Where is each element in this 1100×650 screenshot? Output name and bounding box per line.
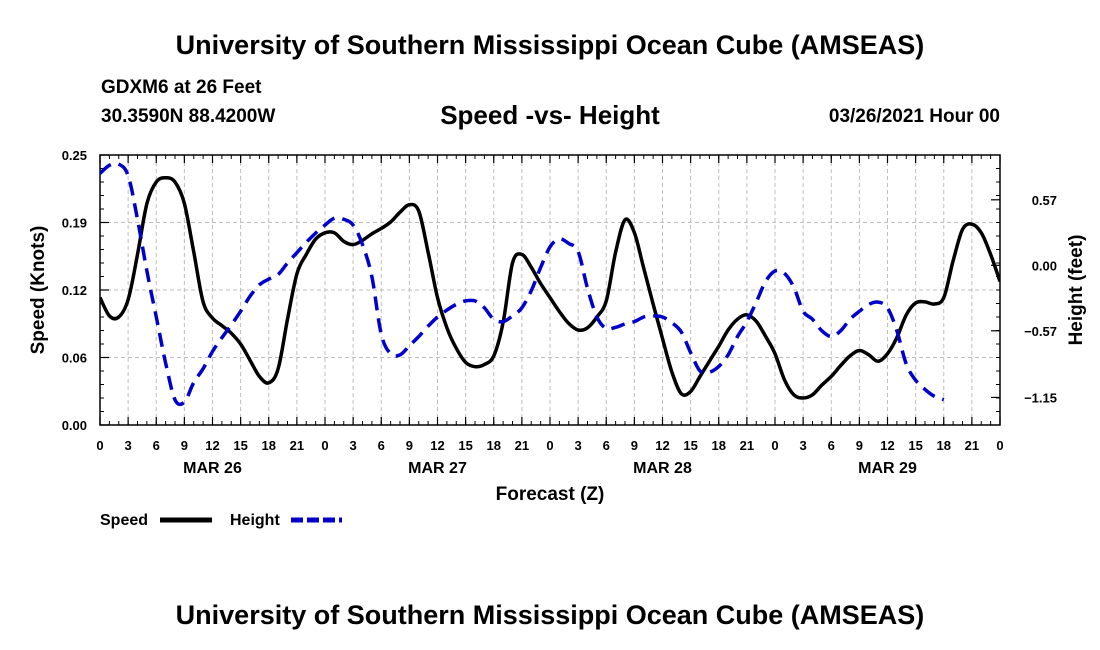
x-tick-label: 0 (96, 438, 103, 453)
x-tick-label: 18 (262, 438, 276, 453)
x-day-label: MAR 27 (408, 460, 467, 477)
x-axis-title: Forecast (Z) (496, 484, 605, 505)
x-tick-label: 12 (430, 438, 444, 453)
x-tick-label: 15 (683, 438, 697, 453)
x-tick-label: 3 (350, 438, 357, 453)
x-tick-label: 6 (603, 438, 610, 453)
x-day-label: MAR 26 (183, 460, 242, 477)
x-tick-label: 15 (458, 438, 472, 453)
x-tick-label: 12 (205, 438, 219, 453)
coordinates-label: 30.3590N 88.4200W (101, 106, 276, 127)
x-tick-label: 15 (908, 438, 922, 453)
x-tick-label: 0 (996, 438, 1003, 453)
x-day-label: MAR 29 (858, 460, 917, 477)
x-tick-label: 15 (233, 438, 247, 453)
x-tick-label: 3 (800, 438, 807, 453)
chart-header-title: University of Southern Mississippi Ocean… (175, 30, 925, 60)
x-tick-label: 9 (856, 438, 863, 453)
x-tick-label: 6 (378, 438, 385, 453)
chart-title: Speed -vs- Height (440, 100, 660, 130)
y-tick-label: 0.12 (62, 283, 87, 298)
series-line-height (100, 161, 945, 407)
x-tick-label: 0 (771, 438, 778, 453)
y-tick-label: 0.00 (62, 418, 87, 433)
y2-tick-label: −1.15 (1024, 390, 1057, 405)
chart-footer-title: University of Southern Mississippi Ocean… (175, 600, 925, 630)
x-tick-label: 18 (937, 438, 951, 453)
y-tick-label: 0.06 (62, 351, 87, 366)
station-label: GDXM6 at 26 Feet (101, 77, 262, 98)
x-tick-label: 21 (740, 438, 754, 453)
x-tick-label: 18 (712, 438, 726, 453)
y-tick-label: 0.19 (62, 216, 87, 231)
x-tick-label: 9 (181, 438, 188, 453)
x-tick-label: 21 (515, 438, 529, 453)
x-tick-label: 12 (655, 438, 669, 453)
x-tick-label: 9 (631, 438, 638, 453)
x-tick-label: 3 (575, 438, 582, 453)
x-tick-label: 21 (290, 438, 304, 453)
legend-label-height: Height (230, 512, 280, 529)
series-line-speed (100, 175, 1000, 400)
legend-label-speed: Speed (100, 512, 148, 529)
x-tick-label: 0 (546, 438, 553, 453)
x-tick-label: 12 (880, 438, 894, 453)
x-tick-label: 6 (153, 438, 160, 453)
y-axis-title: Speed (Knots) (28, 226, 49, 355)
y-tick-label: 0.25 (62, 148, 87, 163)
x-day-label: MAR 28 (633, 460, 692, 477)
x-tick-label: 6 (828, 438, 835, 453)
y2-axis-title: Height (feet) (1066, 235, 1087, 346)
y2-tick-label: 0.00 (1032, 258, 1057, 273)
x-tick-label: 9 (406, 438, 413, 453)
x-tick-label: 3 (125, 438, 132, 453)
y2-tick-label: 0.57 (1032, 193, 1057, 208)
y2-tick-label: −0.57 (1024, 324, 1057, 339)
forecast-datetime: 03/26/2021 Hour 00 (828, 106, 1000, 127)
x-tick-label: 21 (965, 438, 979, 453)
x-tick-label: 0 (321, 438, 328, 453)
x-tick-label: 18 (487, 438, 501, 453)
